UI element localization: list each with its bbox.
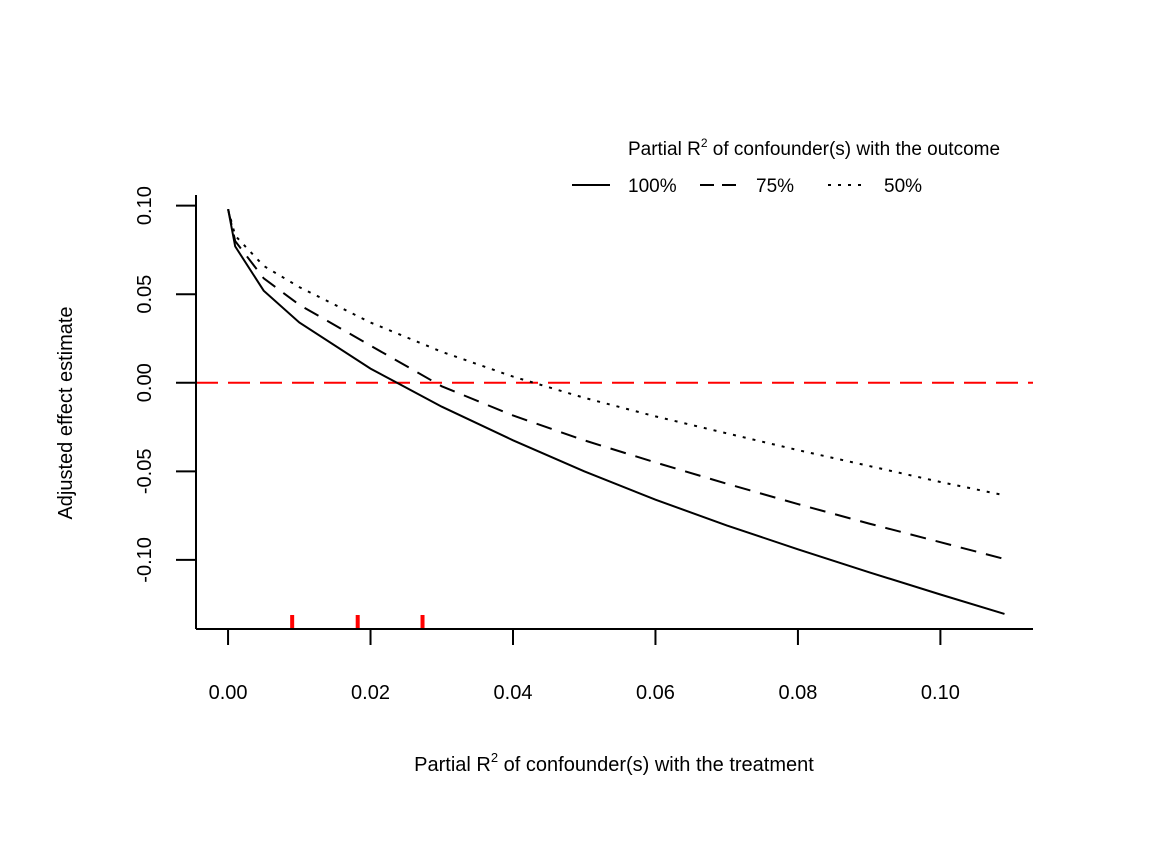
series-line-2 [227, 208, 1005, 560]
legend-title: Partial R2 of confounder(s) with the out… [628, 136, 1000, 160]
x-tick-label: 0.10 [921, 682, 960, 704]
y-tick-label: 0.10 [134, 186, 156, 225]
x-axis-title: Partial R2 of confounder(s) with the tre… [414, 750, 814, 776]
x-tick-label: 0.02 [351, 682, 390, 704]
legend-label-3: 50% [884, 176, 922, 197]
legend-label-2: 75% [756, 176, 794, 197]
x-tick-label: 0.00 [209, 682, 248, 704]
series-line-1 [227, 209, 1005, 615]
axes: 0.00 0.02 0.04 0.06 0.08 0.10 0.10 0.05 0.00 -0.0… [134, 186, 1033, 704]
x-tick-label: 0.08 [778, 682, 817, 704]
y-tick-label: 0.00 [134, 363, 156, 402]
legend-label-1: 100% [628, 176, 677, 197]
y-tick-label: -0.10 [134, 537, 156, 583]
y-tick-label: 0.05 [134, 275, 156, 314]
x-tick-label: 0.06 [636, 682, 675, 704]
legend: Partial R2 of confounder(s) with the out… [572, 136, 1000, 197]
y-axis-title: Adjusted effect estimate [55, 306, 77, 519]
x-tick-label: 0.04 [494, 682, 533, 704]
plot-area [196, 208, 1033, 629]
y-tick-label: -0.05 [134, 449, 156, 495]
